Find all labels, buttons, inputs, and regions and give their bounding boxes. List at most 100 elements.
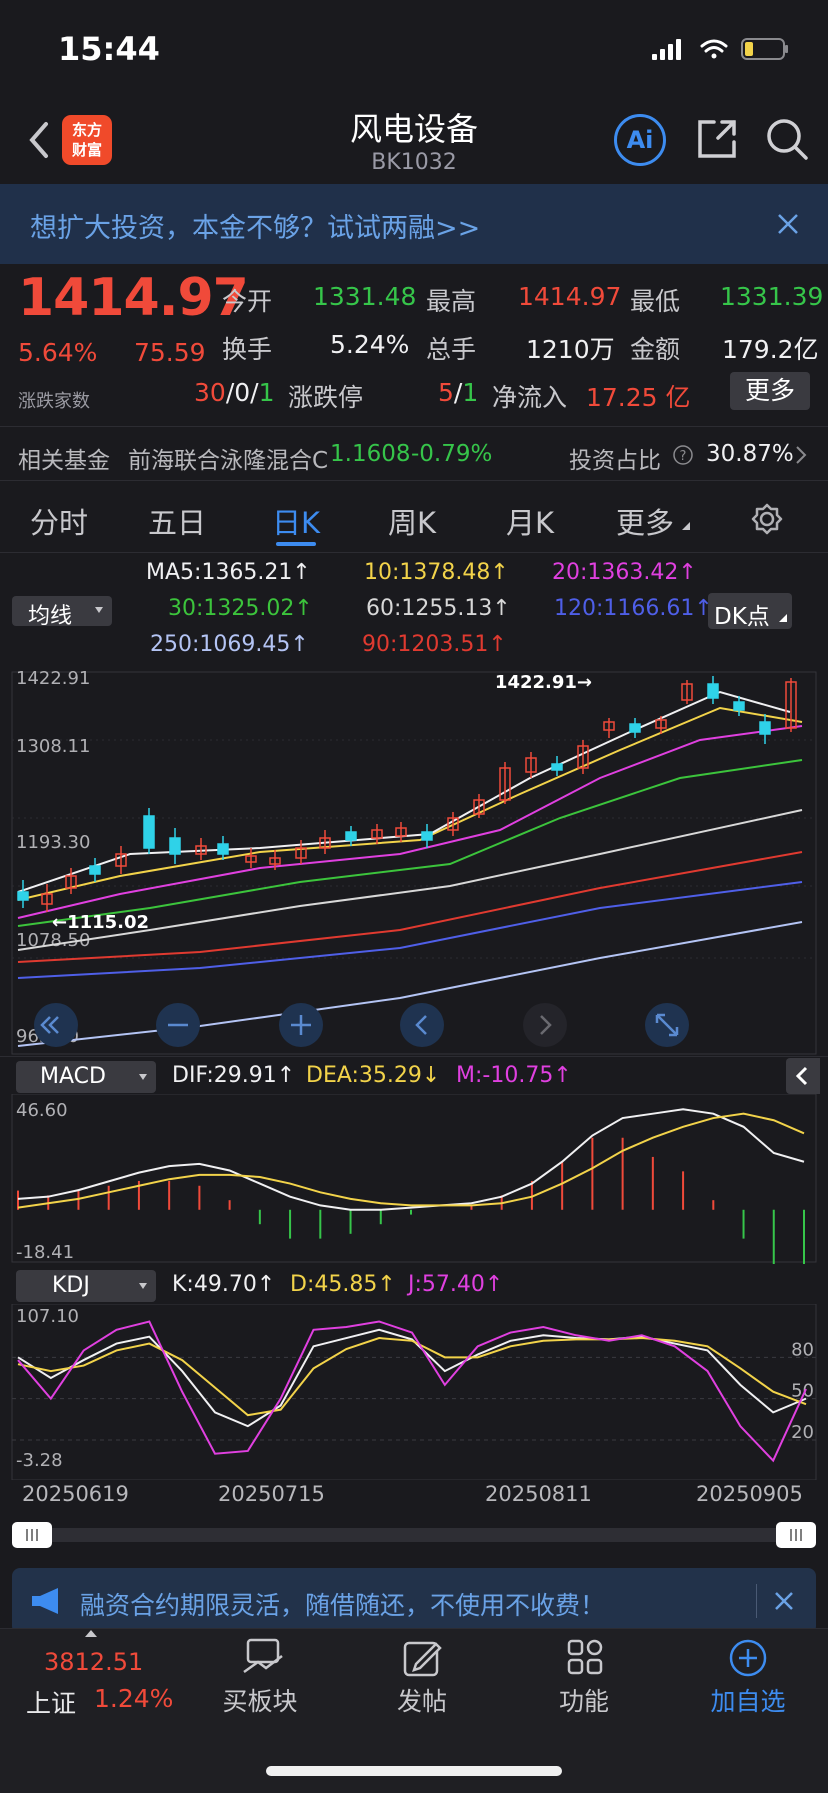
index-change[interactable]: 1.24% <box>94 1684 174 1713</box>
date-label: 20250811 <box>485 1482 592 1506</box>
dk-point-button[interactable]: DK点 <box>708 593 792 630</box>
active-tab-indicator <box>276 542 316 546</box>
banner-text[interactable]: 想扩大投资，本金不够？试试两融>> <box>30 213 481 244</box>
axis-label: 46.60 <box>16 1100 68 1121</box>
breadth-flat: 0 <box>234 378 251 407</box>
tab-intraday[interactable]: 分时 <box>30 506 89 540</box>
wifi-icon <box>700 39 728 59</box>
signal-icon <box>652 39 681 60</box>
kdj-j-arrow: ↑ <box>484 1272 504 1297</box>
nav-post[interactable]: 发帖 <box>362 1632 482 1722</box>
ma-line <box>17 759 803 927</box>
collapse-button[interactable] <box>786 1058 820 1094</box>
page-title: 风电设备 <box>349 110 478 148</box>
ma-legend-value: 10:1378.48 <box>364 560 491 585</box>
settings-gear-icon[interactable] <box>750 502 784 536</box>
amount-value: 179.2亿 <box>722 335 819 364</box>
megaphone-icon <box>32 1588 58 1614</box>
tab-monthly-k[interactable]: 月K <box>506 506 555 540</box>
high-annotation: 1422.91→ <box>495 672 592 693</box>
ma-legend-item: 60:1255.13↑ <box>366 596 511 621</box>
candle-body <box>629 723 641 733</box>
kdj-selector[interactable]: KDJ <box>16 1270 156 1302</box>
close-icon[interactable] <box>774 1591 794 1611</box>
breadth-up: 30 <box>194 378 226 407</box>
promo-banner[interactable] <box>12 1568 816 1634</box>
chevron-right-icon[interactable] <box>794 444 808 466</box>
index-value[interactable]: 3812.51 <box>44 1648 144 1676</box>
divider <box>756 1584 757 1618</box>
range-handle-left[interactable] <box>12 1522 52 1548</box>
ma-legend-value: MA5:1365.21 <box>146 560 293 585</box>
macd-chart[interactable]: 46.60 -18.41 <box>0 1094 828 1264</box>
macd-dif-arrow: ↑ <box>276 1063 296 1088</box>
tab-daily-k[interactable]: 日K <box>272 506 321 540</box>
promo-text[interactable]: 融资合约期限灵活，随借随还，不使用不收费！ <box>80 1591 606 1620</box>
candle-body <box>395 827 407 837</box>
ma-legend-value: 20:1363.42 <box>552 560 679 585</box>
more-button[interactable]: 更多 <box>730 372 810 410</box>
step-right-icon <box>523 1003 567 1047</box>
nav-buy-board[interactable]: 买板块 <box>200 1632 320 1722</box>
candle-body <box>655 719 667 729</box>
candle-body <box>759 721 771 735</box>
bottom-nav <box>0 1628 828 1793</box>
fund-nav: 1.1608 <box>330 441 411 467</box>
tab-more[interactable]: 更多 <box>616 506 675 540</box>
turnover-label: 换手 <box>222 335 273 364</box>
divider <box>0 552 828 553</box>
tab-five-day[interactable]: 五日 <box>148 506 207 540</box>
range-scrollbar-track[interactable] <box>12 1528 816 1542</box>
date-label: 20250619 <box>22 1482 129 1506</box>
tab-weekly-k[interactable]: 周K <box>388 506 437 540</box>
ma-legend-item: 90:1203.51↑ <box>362 632 507 657</box>
dif-line <box>17 1108 805 1211</box>
macd-dea-arrow: ↓ <box>421 1063 441 1088</box>
candle-body <box>195 845 207 855</box>
price-axis-label: 1193.30 <box>16 832 90 853</box>
buy-board-icon <box>243 1638 283 1674</box>
ma-legend-value: 60:1255.13 <box>366 596 493 621</box>
inflow-value: 17.25 亿 <box>586 383 691 412</box>
ma-selector[interactable]: 均线 <box>12 596 112 629</box>
candle-body <box>707 683 719 699</box>
add-circle-icon <box>729 1639 767 1677</box>
status-icons <box>652 38 788 60</box>
price-axis-label: 1422.91 <box>16 668 90 689</box>
home-indicator[interactable] <box>266 1766 562 1776</box>
ma-legend-arrow: ↑ <box>492 596 511 621</box>
fund-name[interactable]: 前海联合泳隆混合C <box>128 448 329 474</box>
board-code: BK1032 <box>371 150 457 175</box>
ma-line <box>17 881 803 979</box>
limit-sep: / <box>453 378 463 407</box>
divider <box>0 480 828 481</box>
back-chevron-icon[interactable] <box>26 120 50 160</box>
volume-value: 1210万 <box>526 335 615 364</box>
grip-icon <box>26 1529 38 1541</box>
kdj-d: D:45.85↑ <box>290 1272 396 1297</box>
index-name[interactable]: 上证 <box>26 1689 77 1718</box>
kdj-k: K:49.70↑ <box>172 1272 275 1297</box>
search-icon[interactable] <box>764 116 810 162</box>
help-icon[interactable]: ? <box>672 444 694 466</box>
close-icon[interactable] <box>776 212 800 236</box>
grid-icon <box>567 1639 603 1675</box>
open-value: 1331.48 <box>313 282 417 311</box>
ma-legend-arrow: ↑ <box>292 560 311 585</box>
macd-dif-text: DIF:29.91 <box>172 1063 277 1088</box>
fullscreen-icon <box>645 1003 689 1047</box>
range-handle-right[interactable] <box>776 1522 816 1548</box>
kdj-chart[interactable]: 107.10 -3.28 80 50 20 <box>0 1304 828 1480</box>
candle-body <box>525 757 537 773</box>
ai-button[interactable]: Ai <box>614 114 666 166</box>
nav-functions[interactable]: 功能 <box>524 1632 644 1722</box>
zoom-in-icon <box>279 1003 323 1047</box>
kdj-k-arrow: ↑ <box>256 1272 276 1297</box>
share-icon[interactable] <box>694 116 740 162</box>
margin-banner[interactable] <box>0 184 828 264</box>
macd-selector[interactable]: MACD <box>16 1061 156 1093</box>
price-axis-label: 1308.11 <box>16 736 90 757</box>
ratio-value: 30.87% <box>706 441 794 467</box>
nav-add-watchlist[interactable]: 加自选 <box>688 1632 808 1722</box>
candle-body <box>603 721 615 731</box>
